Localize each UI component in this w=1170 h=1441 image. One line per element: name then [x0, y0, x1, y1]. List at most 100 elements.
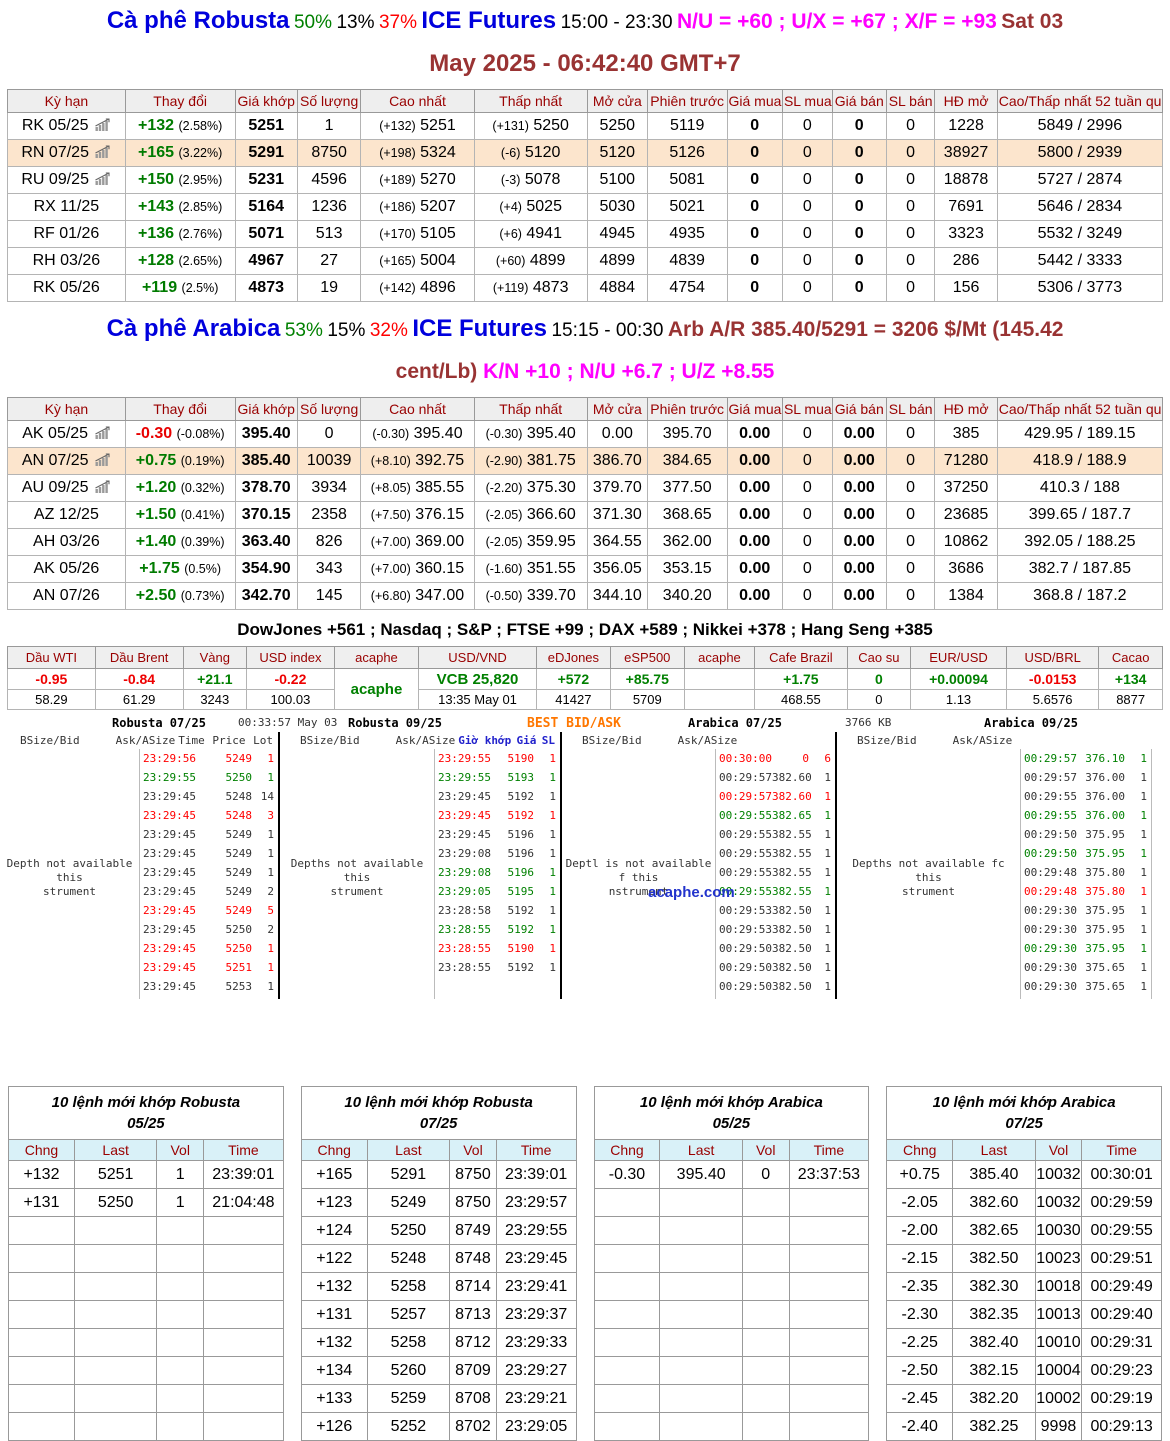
recent-trade-cell: 21:04:48: [203, 1188, 284, 1217]
ask-asize-label: Ask/ASize: [395, 734, 456, 747]
arabica-header: Cà phê Arabica 53% 15% 32% ICE Futures 1…: [0, 314, 1170, 347]
recent-trade-cell: 10030: [1034, 1216, 1083, 1245]
bar-chart-icon[interactable]: [95, 452, 111, 471]
recent-trade-cell: 5250: [366, 1216, 451, 1245]
prev-session-cell: 5081: [646, 166, 728, 194]
arabica-spreads: K/N +10 ; N/U +6.7 ; U/Z +8.55: [483, 360, 775, 383]
prev-session-cell: 368.65: [646, 501, 728, 529]
recent-trade-cell: [8, 1300, 75, 1329]
bar-chart-icon[interactable]: [94, 425, 111, 444]
contract-cell: RF 01/26: [7, 220, 126, 248]
arabica-title: Cà phê Arabica: [106, 315, 281, 342]
contract-cell: AH 03/26: [7, 528, 126, 556]
column-header: Kỳ hạn: [7, 397, 126, 421]
futures-row: AH 03/26 +1.40 (0.39%) 363.40 826 (+7.00) 36…: [7, 528, 1164, 556]
depth-title-robusta-0725: Robusta 07/25: [112, 716, 206, 730]
recent-trade-cell: 23:29:45: [495, 1244, 577, 1273]
world-indices-note: DowJones +561 ; Nasdaq ; S&P ; FTSE +99 …: [237, 620, 933, 639]
trade-row: 00:29:57 382.60 1: [719, 790, 831, 803]
bar-chart-icon[interactable]: [95, 171, 111, 190]
trade-row: 23:28:55 5192 1: [438, 961, 556, 974]
recent-column-header: Vol: [1034, 1139, 1083, 1161]
recent-trade-row: -2.30 382.35 10013 00:29:40: [886, 1300, 1162, 1329]
column-header: Thấp nhất: [473, 397, 588, 421]
bar-chart-icon[interactable]: [95, 117, 111, 136]
recent-trade-cell: [73, 1384, 158, 1413]
trade-row: 00:29:48 375.80 1: [1024, 885, 1147, 898]
recent-trade-cell: 1: [156, 1188, 205, 1217]
contract-cell: RX 11/25: [7, 193, 126, 221]
recent-trade-cell: 23:39:01: [203, 1160, 284, 1189]
bar-chart-icon[interactable]: [95, 479, 111, 498]
ask-asize-label: Ask/ASize: [115, 734, 176, 747]
recent-trade-row: -2.00 382.65 10030 00:29:55: [886, 1216, 1162, 1245]
index-change-cell: -0.0153: [1005, 668, 1100, 690]
contract-cell: AK 05/25: [7, 420, 126, 448]
recent-trades-table: 10 lệnh mới khớp Robusta 07/25 Chng Last Vol…: [300, 1086, 577, 1441]
recent-trade-cell: +165: [300, 1160, 368, 1189]
depth-unavailable-message: Depth not available this strument: [6, 857, 133, 898]
bsize-bid-label: BSize/Bid: [20, 734, 80, 747]
trade-row: 00:29:57 376.10 1: [1024, 752, 1147, 765]
volume-cell: 826: [296, 528, 362, 556]
ask-price-cell: 0.00: [831, 501, 887, 529]
bid-price-cell: 0.00: [726, 474, 783, 502]
recent-trade-cell: [741, 1412, 790, 1441]
change-cell: +1.75 (0.5%): [124, 555, 236, 583]
recent-trade-cell: -2.45: [886, 1384, 954, 1413]
recent-trade-cell: 0: [741, 1160, 790, 1189]
recent-trade-cell: [593, 1328, 661, 1357]
open-interest-cell: 18878: [934, 166, 998, 194]
ask-price-cell: 0: [831, 112, 887, 140]
recent-trade-cell: 23:37:53: [788, 1160, 870, 1189]
recent-trade-row: +165 5291 8750 23:39:01: [300, 1160, 577, 1189]
bid-size-cell: 0: [781, 528, 833, 556]
recent-column-header: Time: [1081, 1139, 1162, 1161]
column-header: Cao/Thấp nhất 52 tuần qua: [996, 397, 1164, 421]
recent-trade-cell: 382.50: [952, 1244, 1036, 1273]
recent-trade-row: [8, 1272, 284, 1301]
open-cell: 356.05: [586, 555, 648, 583]
column-header: SL bán: [885, 89, 936, 113]
arabica-futures-table: Kỳ hạn Thay đổi Giá khớp Số lượng Cao nhất Th…: [7, 397, 1164, 610]
robusta-header: Cà phê Robusta 50% 13% 37% ICE Futures 1…: [0, 6, 1170, 39]
open-cell: 5030: [586, 193, 648, 221]
recent-trade-cell: 8714: [449, 1272, 497, 1301]
index-change-cell: +21.1: [182, 668, 248, 690]
high-cell: (+7.50) 376.15: [360, 501, 475, 529]
range-52wk-cell: 5532 / 3249: [996, 220, 1164, 248]
last-price-cell: 5071: [234, 220, 298, 248]
depth-title-arabica-0925: Arabica 09/25: [984, 716, 1078, 730]
contract-cell: AN 07/25: [7, 447, 126, 475]
column-header: Phiên trước: [646, 397, 728, 421]
recent-trade-cell: [203, 1384, 284, 1413]
recent-trade-cell: 8709: [449, 1356, 497, 1385]
futures-row: AK 05/25 -0.30 (-0.08%) 395.40 0 (-0.30) 39…: [7, 420, 1164, 448]
trade-row: 23:29:08 5196 1: [438, 847, 556, 860]
recent-trade-cell: 00:29:59: [1081, 1188, 1162, 1217]
recent-trades-table: 10 lệnh mới khớp Robusta 05/25 Chng Last Vol…: [8, 1086, 284, 1441]
ask-price-cell: 0: [831, 193, 887, 221]
recent-trade-cell: 10004: [1034, 1356, 1083, 1385]
change-cell: +132 (2.58%): [124, 112, 236, 140]
column-header: Giá mua: [726, 397, 783, 421]
index-change-cell: -0.84: [94, 668, 184, 690]
contract-cell: AN 07/26: [7, 582, 126, 610]
volume-cell: 513: [296, 220, 362, 248]
open-cell: 5250: [586, 112, 648, 140]
trade-list: 23:29:55 5190 1 23:29:55 5193 1 23:29:45 5192 1 2…: [434, 749, 560, 999]
bar-chart-icon[interactable]: [95, 144, 111, 163]
robusta-session: 15:00 - 23:30: [560, 12, 673, 33]
range-52wk-cell: 5727 / 2874: [996, 166, 1164, 194]
recent-column-header: Last: [73, 1139, 158, 1161]
ask-asize-label: Ask/ASize: [677, 734, 738, 747]
recent-trade-cell: 23:29:33: [495, 1328, 577, 1357]
recent-trade-cell: [8, 1412, 75, 1441]
recent-trade-cell: [73, 1356, 158, 1385]
recent-trade-cell: [8, 1356, 75, 1385]
recent-column-header: Time: [495, 1139, 577, 1161]
open-cell: 344.10: [586, 582, 648, 610]
low-cell: (-0.30) 395.40: [473, 420, 588, 448]
trade-list: 00:30:00 0 6 00:29:57 382.60 1 00:29:57 382.60 1…: [715, 749, 835, 999]
ask-price-cell: 0.00: [831, 474, 887, 502]
